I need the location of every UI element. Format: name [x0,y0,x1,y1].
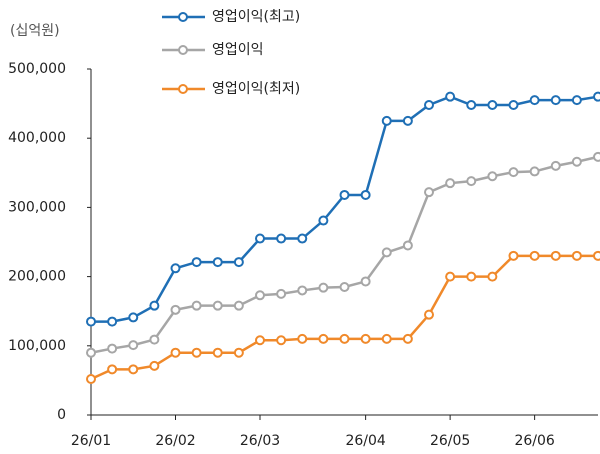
x-tick-label: 26/01 [71,433,111,449]
data-point [191,347,202,358]
data-point [424,309,434,320]
data-point [86,316,96,327]
legend-marker [178,45,188,55]
data-point [360,276,371,287]
data-point [402,240,413,251]
data-point [212,300,223,311]
data-point [128,364,139,375]
series-line [90,254,598,381]
x-tick-label: 26/03 [240,433,280,449]
data-point [550,160,561,171]
data-point [487,99,498,110]
data-point [571,156,582,167]
data-point [149,334,160,345]
data-point [233,300,244,311]
data-point [550,95,561,106]
data-point [487,171,498,182]
data-point [255,335,265,346]
data-point [571,250,582,261]
legend-label: 영업이익 [212,42,264,58]
x-tick-label: 26/05 [430,433,470,449]
x-tick-label: 26/02 [155,433,195,449]
data-point [360,333,371,344]
data-point [128,340,139,351]
data-point [339,281,350,292]
data-point [276,335,287,346]
data-point [318,333,329,344]
data-point [445,178,456,189]
data-point [466,176,477,187]
data-point [466,99,477,110]
data-point [529,250,540,261]
data-point [86,374,96,385]
data-point [191,257,202,268]
data-point [276,233,287,244]
data-point [466,271,477,282]
data-point [170,347,181,358]
data-point [593,250,600,261]
data-point [318,282,329,293]
x-tick-label: 26/04 [345,433,385,449]
data-point [128,312,139,323]
data-point [318,215,329,226]
y-tick-label: 400,000 [8,130,66,146]
data-point [550,250,561,261]
data-point [571,95,582,106]
legend-marker [178,12,188,22]
data-point [170,263,181,274]
legend-label: 영업이익(최고) [212,9,300,25]
data-point [445,91,456,102]
data-point [381,115,392,126]
data-point [107,343,118,354]
data-point [529,166,540,177]
data-point [402,115,413,126]
data-point [107,364,118,375]
data-point [255,233,265,244]
data-point [212,257,223,268]
y-axis-label: (십억원) [10,23,60,39]
data-point [360,189,371,200]
data-point [233,347,244,358]
data-point [445,271,456,282]
data-point [212,347,223,358]
data-point [86,347,96,358]
y-tick-label: 300,000 [8,199,66,215]
data-point [381,247,392,258]
data-point [107,316,118,327]
data-point [297,233,308,244]
legend-marker [178,84,188,94]
data-point [149,360,160,371]
data-point [508,250,519,261]
data-point [381,333,392,344]
data-point [297,285,308,296]
data-point [297,333,308,344]
data-point [339,333,350,344]
data-point [402,333,413,344]
data-point [593,91,600,102]
data-point [487,271,498,282]
data-point [276,288,287,299]
data-point [149,300,160,311]
x-tick-label: 26/06 [514,433,554,449]
y-tick-label: 0 [57,407,66,423]
data-point [529,95,540,106]
legend-label: 영업이익(최저) [212,81,300,97]
data-point [508,167,519,178]
data-point [191,300,202,311]
data-point [508,99,519,110]
y-tick-label: 100,000 [8,338,66,354]
y-tick-label: 200,000 [8,269,66,285]
data-point [255,290,265,301]
y-tick-label: 500,000 [8,61,66,77]
data-point [170,304,181,315]
data-point [593,151,600,162]
data-point [339,189,350,200]
data-point [233,257,244,268]
data-point [424,99,434,110]
data-point [424,187,434,198]
